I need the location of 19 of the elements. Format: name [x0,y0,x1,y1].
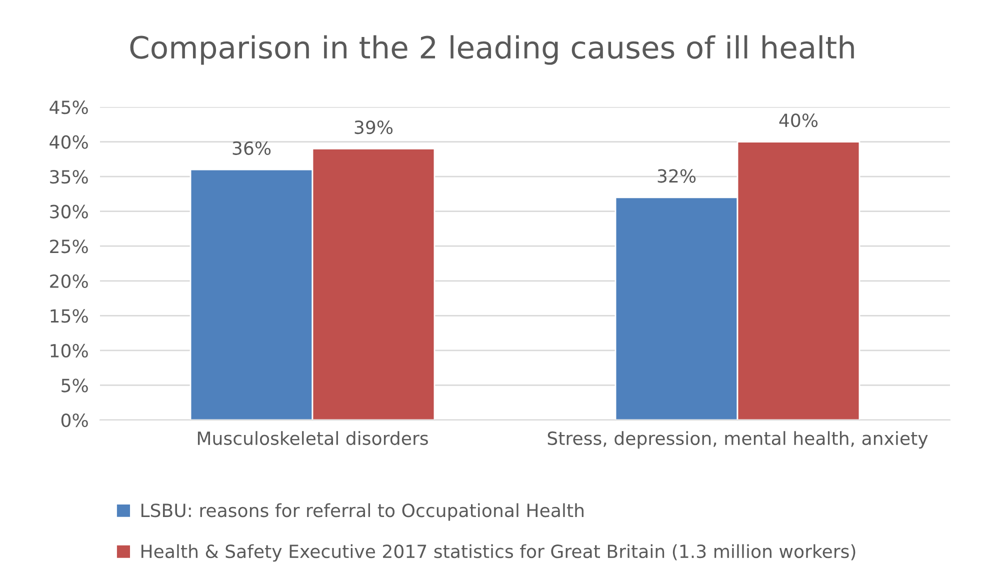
legend-label: Health & Safety Executive 2017 statistics for Great Britain (1.3 million workers) [141,544,856,562]
y-tick-label: 30% [50,204,88,218]
data-label: 40% [779,114,818,128]
y-tick-label: 35% [50,170,88,184]
data-label: 36% [232,141,271,155]
y-tick-label: 20% [50,274,88,288]
legend-label: LSBU: reasons for referral to Occupational Health [141,503,584,521]
y-tick-label: 25% [50,240,88,254]
data-label: 39% [354,120,393,134]
y-tick-label: 0% [61,413,88,428]
data-label: 32% [658,169,696,183]
y-tick-label: 10% [50,344,88,358]
x-tick-label: Musculoskeletal disorders [198,431,428,446]
y-tick-label: 5% [62,378,88,392]
chart-title: Comparison in the 2 leading causes of ill health [130,35,854,65]
y-tick-label: 40% [50,135,88,149]
y-tick-label: 15% [50,309,88,323]
y-tick-label: 45% [50,100,88,114]
x-tick-label: Stress, depression, mental health, anxiety [548,431,928,449]
